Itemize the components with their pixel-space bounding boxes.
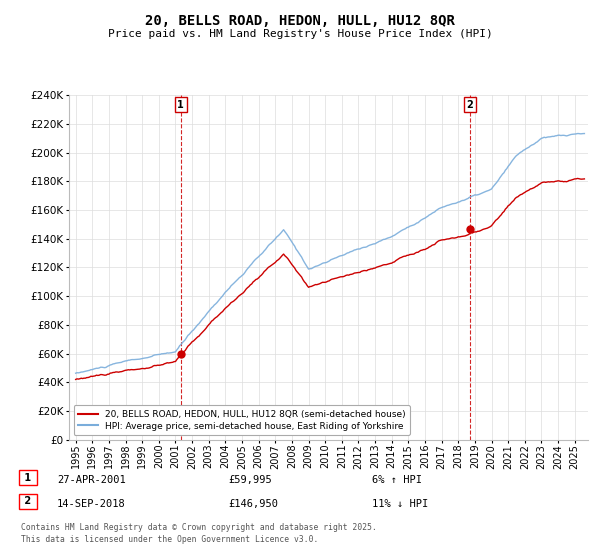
Text: 2: 2	[467, 100, 473, 110]
Text: 27-APR-2001: 27-APR-2001	[57, 475, 126, 486]
Text: 1: 1	[21, 473, 35, 483]
Text: 14-SEP-2018: 14-SEP-2018	[57, 499, 126, 509]
Text: 11% ↓ HPI: 11% ↓ HPI	[372, 499, 428, 509]
Text: 2: 2	[21, 496, 35, 506]
Text: Contains HM Land Registry data © Crown copyright and database right 2025.
This d: Contains HM Land Registry data © Crown c…	[21, 522, 377, 544]
Text: 6% ↑ HPI: 6% ↑ HPI	[372, 475, 422, 486]
Text: £146,950: £146,950	[228, 499, 278, 509]
Text: £59,995: £59,995	[228, 475, 272, 486]
Text: 1: 1	[178, 100, 184, 110]
Text: 20, BELLS ROAD, HEDON, HULL, HU12 8QR: 20, BELLS ROAD, HEDON, HULL, HU12 8QR	[145, 14, 455, 28]
Text: Price paid vs. HM Land Registry's House Price Index (HPI): Price paid vs. HM Land Registry's House …	[107, 29, 493, 39]
Legend: 20, BELLS ROAD, HEDON, HULL, HU12 8QR (semi-detached house), HPI: Average price,: 20, BELLS ROAD, HEDON, HULL, HU12 8QR (s…	[74, 405, 410, 435]
